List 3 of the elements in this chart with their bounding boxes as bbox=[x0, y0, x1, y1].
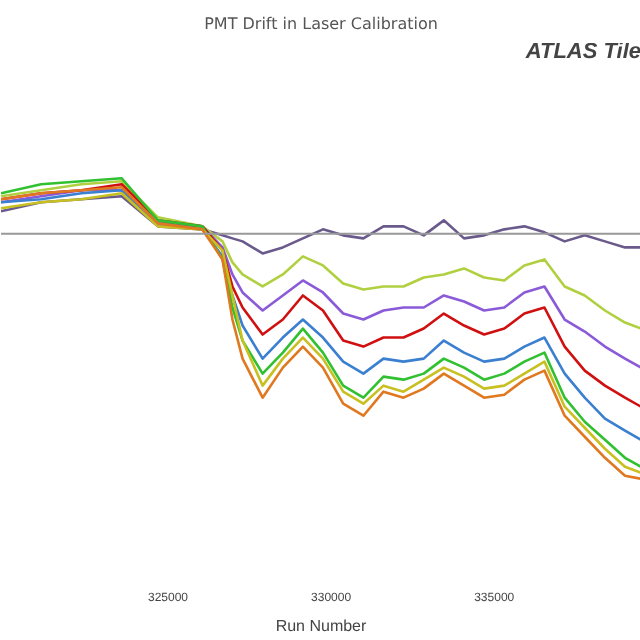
text: ATLAS Tile bbox=[523, 40, 640, 65]
chart-title: PMT Drift in Laser Calibration bbox=[204, 15, 438, 33]
x-axis-title: Run Number bbox=[275, 617, 368, 635]
